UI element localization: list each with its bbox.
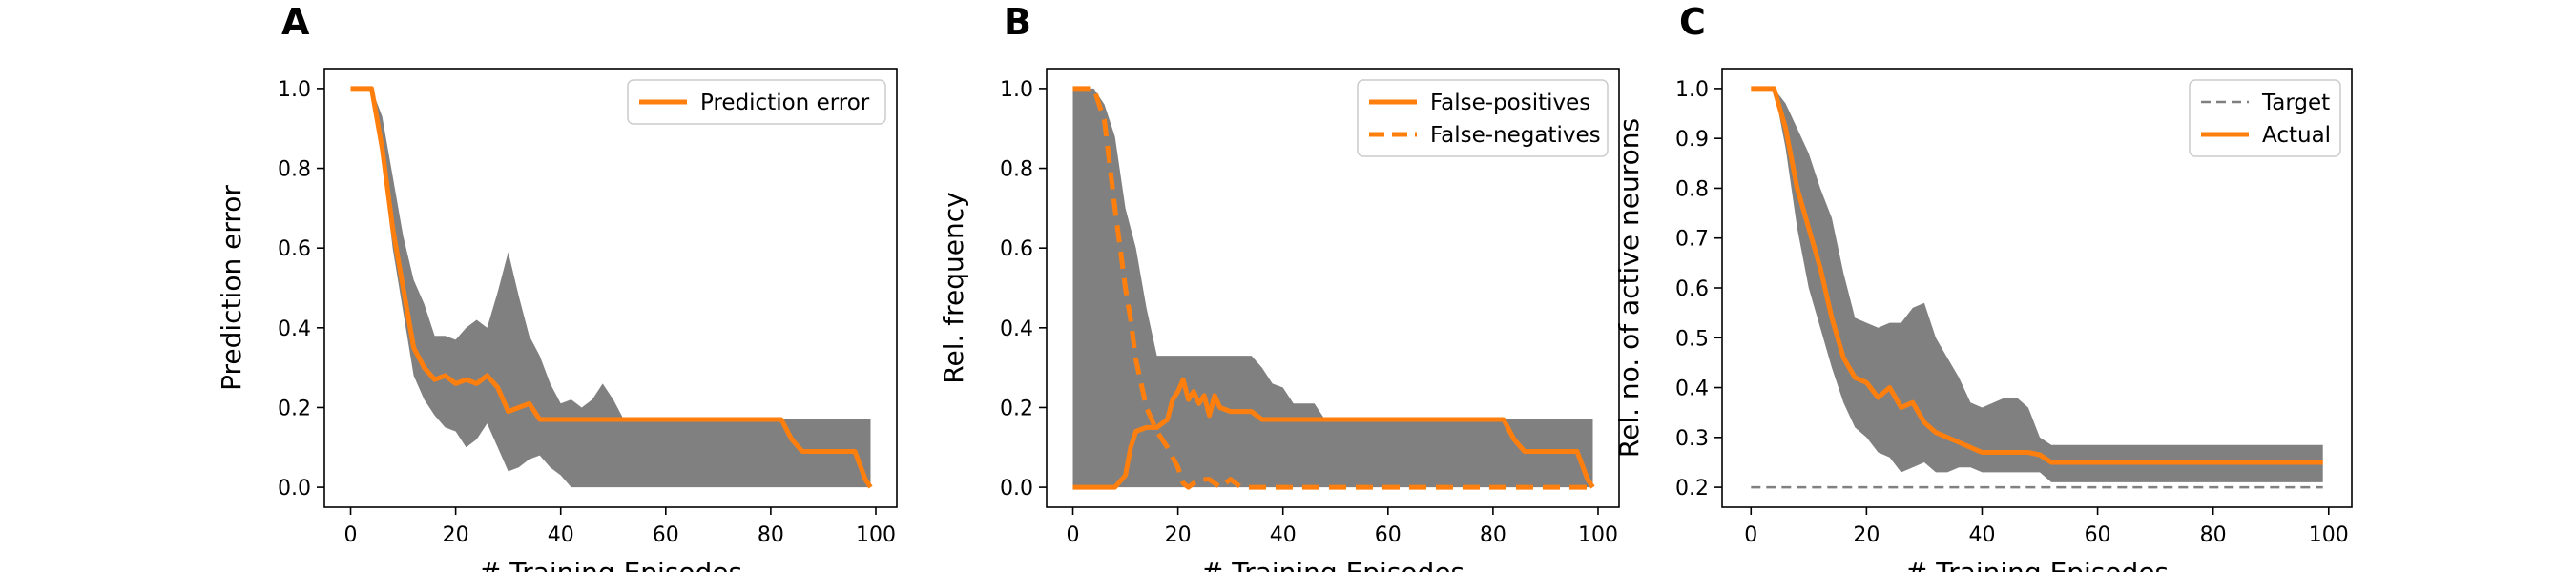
confidence-band (350, 88, 871, 488)
series-line-0 (350, 86, 873, 489)
x-axis-label: # Training Episodes (1201, 557, 1465, 572)
legend-label-0: False-positives (1430, 91, 1590, 115)
legend-box (2189, 79, 2341, 157)
y-tick-label: 0.8 (1000, 158, 1033, 182)
x-tick-label: 40 (1270, 523, 1297, 547)
y-tick-label: 0.0 (1000, 477, 1033, 500)
x-tick-label: 0 (1744, 523, 1757, 547)
x-tick-label: 60 (2085, 523, 2111, 547)
legend: False-positives False-negatives (1357, 79, 1609, 157)
y-tick-label: 0.6 (1000, 237, 1033, 261)
y-tick-label: 0.0 (278, 477, 311, 500)
legend-box (1357, 79, 1609, 157)
legend-label-1: Actual (2262, 123, 2331, 148)
panel-label: B (1004, 1, 1031, 43)
x-tick-label: 40 (548, 523, 574, 547)
legend-label-1: False-negatives (1430, 123, 1601, 148)
y-axis-label: Rel. frequency (938, 192, 969, 383)
panel-b: 0 20 40 60 80 100 0.0 0.2 0.4 0.6 0.8 1.0 # Training… (938, 1, 1620, 572)
x-tick-label: 20 (443, 523, 469, 547)
y-tick-label: 0.7 (1675, 228, 1709, 252)
legend-label-0: Prediction error (700, 91, 870, 115)
x-tick-label: 0 (1067, 523, 1080, 547)
y-tick-label: 0.3 (1675, 427, 1709, 451)
panel-c: 0 20 40 60 80 100 0.2 0.3 0.4 0.5 0.6 0.7 0.8 0.9 1.0 #… (1613, 1, 2353, 572)
confidence-band (1072, 88, 1593, 488)
y-tick-label: 0.5 (1675, 327, 1709, 351)
y-tick-label: 0.4 (1675, 378, 1709, 401)
panel-label: A (281, 1, 310, 43)
y-tick-label: 0.2 (278, 397, 311, 420)
x-tick-label: 80 (2200, 523, 2227, 547)
y-tick-label: 0.4 (278, 317, 311, 341)
legend-label-0: Target (2261, 91, 2330, 115)
x-tick-label: 100 (2309, 523, 2349, 547)
axes-frame (323, 68, 898, 508)
x-axis-label: # Training Episodes (1905, 557, 2169, 572)
series-line-0 (1072, 377, 1595, 490)
y-tick-label: 0.8 (278, 158, 311, 182)
x-tick-label: 60 (653, 523, 679, 547)
series-line-1 (1751, 86, 2323, 465)
series-line-1 (1072, 86, 1593, 490)
x-tick-label: 80 (1480, 523, 1506, 547)
y-tick-label: 0.9 (1675, 128, 1709, 152)
legend-box (627, 79, 886, 125)
y-tick-label: 0.6 (1675, 277, 1709, 301)
legend: Target Actual (2189, 79, 2341, 157)
x-tick-label: 40 (1968, 523, 1995, 547)
x-tick-label: 20 (1853, 523, 1880, 547)
x-tick-label: 80 (758, 523, 784, 547)
y-tick-label: 0.8 (1675, 177, 1709, 201)
y-tick-label: 0.2 (1000, 397, 1033, 420)
y-tick-label: 0.2 (1675, 477, 1709, 500)
y-tick-label: 1.0 (1000, 78, 1033, 102)
x-tick-label: 60 (1375, 523, 1402, 547)
legend: Prediction error (627, 79, 886, 125)
y-tick-label: 1.0 (278, 78, 311, 102)
y-axis-label: Rel. no. of active neurons (1613, 118, 1645, 458)
x-axis-label: # Training Episodes (479, 557, 742, 572)
y-tick-label: 1.0 (1675, 78, 1709, 102)
y-axis-label: Prediction error (216, 185, 247, 391)
x-tick-label: 100 (856, 523, 896, 547)
x-tick-label: 20 (1165, 523, 1192, 547)
y-tick-label: 0.4 (1000, 317, 1033, 341)
panel-a: 0 20 40 60 80 100 0.0 0.2 0.4 0.6 0.8 1.0 # Training… (216, 1, 898, 572)
y-tick-label: 0.6 (278, 237, 311, 261)
x-tick-label: 100 (1578, 523, 1618, 547)
x-tick-label: 0 (344, 523, 358, 547)
panel-label: C (1679, 1, 1706, 43)
axes-frame (1046, 68, 1620, 508)
confidence-band (1751, 88, 2323, 482)
